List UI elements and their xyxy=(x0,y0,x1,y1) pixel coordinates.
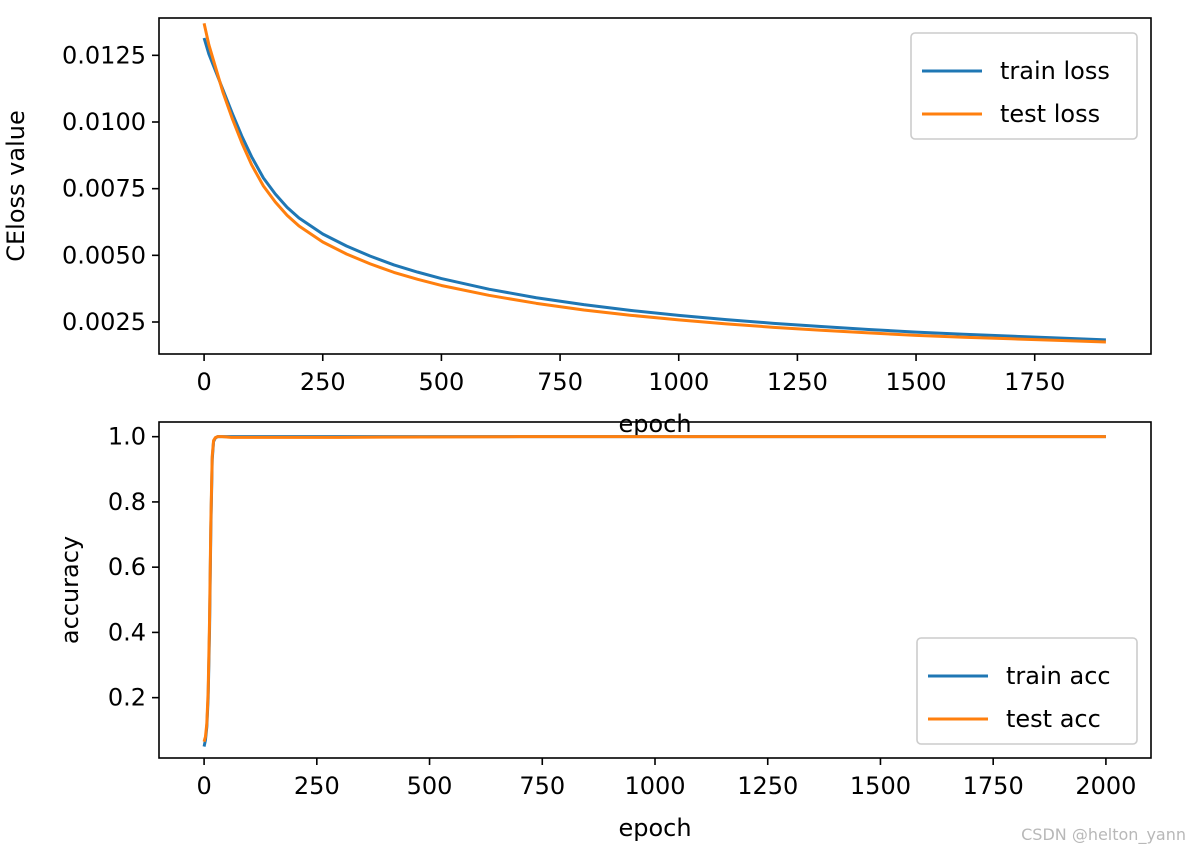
x-tick-label: 2000 xyxy=(1075,772,1136,800)
x-tick-label: 1750 xyxy=(963,772,1024,800)
y-axis-label: CEloss value xyxy=(2,110,30,261)
y-tick-label: 0.0075 xyxy=(62,175,146,203)
y-tick-label: 0.0125 xyxy=(62,41,146,69)
watermark: CSDN @helton_yann xyxy=(1021,825,1186,844)
y-tick-label: 0.0025 xyxy=(62,308,146,336)
x-tick-label: 1000 xyxy=(648,368,709,396)
legend-label: train acc xyxy=(1006,662,1111,690)
x-tick-label: 250 xyxy=(294,772,340,800)
series-line-test-loss xyxy=(202,23,1106,344)
x-tick-label: 1500 xyxy=(886,368,947,396)
legend-label: train loss xyxy=(1000,57,1110,85)
legend: train loss test loss xyxy=(910,32,1138,140)
y-tick-label: 0.6 xyxy=(108,553,146,581)
x-tick-label: 1000 xyxy=(624,772,685,800)
legend: train acc test acc xyxy=(916,637,1138,745)
x-tick-label: 0 xyxy=(196,772,211,800)
loss-chart: 0 250 500 750 1000 1250 1500 1750 0.0025 0.0050 0.… xyxy=(2,17,1152,438)
x-axis-label: epoch xyxy=(618,814,691,842)
legend-label: test loss xyxy=(1000,100,1100,128)
axes-frame xyxy=(158,17,1152,355)
x-tick-label: 250 xyxy=(300,368,346,396)
x-tick-label: 500 xyxy=(407,772,453,800)
y-tick-label: 0.8 xyxy=(108,488,146,516)
x-tick-label: 500 xyxy=(419,368,465,396)
x-tick-label: 750 xyxy=(519,772,565,800)
x-tick-label: 0 xyxy=(196,368,211,396)
x-tick-label: 1250 xyxy=(767,368,828,396)
y-axis-label: accuracy xyxy=(56,536,84,644)
x-tick-label: 1250 xyxy=(737,772,798,800)
x-tick-label: 1500 xyxy=(850,772,911,800)
y-tick-label: 0.0050 xyxy=(62,241,146,269)
x-tick-label: 1750 xyxy=(1004,368,1065,396)
y-tick-label: 0.0100 xyxy=(62,108,146,136)
accuracy-chart: 0 250 500 750 1000 1250 1500 1750 2000 0.2 0.4 0.6 0… xyxy=(56,421,1152,842)
y-tick-label: 0.4 xyxy=(108,618,146,646)
x-tick-label: 750 xyxy=(537,368,583,396)
legend-label: test acc xyxy=(1006,705,1101,733)
series-line-test-acc xyxy=(202,435,1106,743)
y-tick-label: 1.0 xyxy=(108,423,146,451)
x-axis-label: epoch xyxy=(618,410,691,438)
y-tick-label: 0.2 xyxy=(108,684,146,712)
